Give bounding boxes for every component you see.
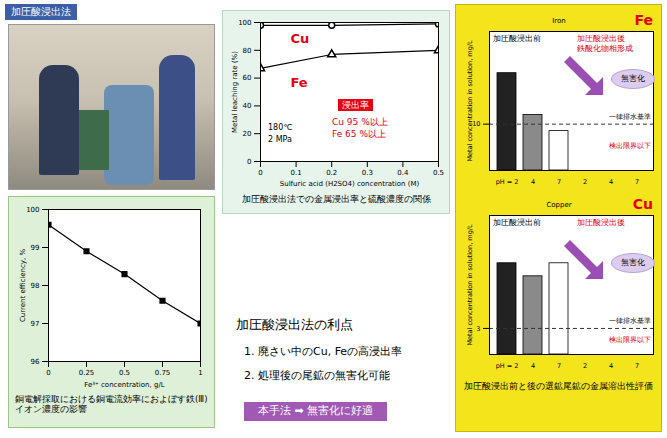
svg-text:100: 100 [26, 206, 39, 214]
svg-text:4: 4 [609, 362, 613, 370]
svg-text:0.75: 0.75 [155, 369, 171, 377]
html-text:Copper: Copper [546, 201, 572, 209]
svg-text:pH = 2: pH = 2 [496, 178, 519, 186]
html-text:加圧酸浸出後: 加圧酸浸出後 [577, 218, 625, 227]
html-text:Iron: Iron [552, 17, 566, 25]
svg-text:20: 20 [243, 130, 252, 138]
svg-text:Metal concentration in solutio: Metal concentration in solution, mg/L [466, 40, 474, 162]
svg-text:0.1: 0.1 [291, 169, 302, 177]
svg-text:Fe: Fe [291, 75, 308, 90]
html-text:鉄酸化物相形成: 鉄酸化物相形成 [577, 44, 633, 53]
svg-text:97: 97 [31, 320, 40, 328]
svg-text:0: 0 [258, 169, 262, 177]
html-text:一律排水基準: 一律排水基準 [609, 316, 651, 325]
html-text:加圧酸浸出法での金属浸出率と硫酸濃度の関係: 加圧酸浸出法での金属浸出率と硫酸濃度の関係 [241, 194, 431, 204]
svg-text:2: 2 [583, 178, 587, 186]
svg-text:Current efficiency, %: Current efficiency, % [19, 249, 27, 323]
html-text:無害化: 無害化 [621, 74, 645, 84]
svg-text:60: 60 [243, 74, 252, 82]
html-text:本手法 ➡ 無害化に好適: 本手法 ➡ 無害化に好適 [258, 404, 374, 417]
svg-text:Metal leaching rate (%): Metal leaching rate (%) [231, 51, 239, 133]
html-text:浸出率: 浸出率 [342, 100, 369, 110]
html-text:無害化: 無害化 [621, 258, 645, 268]
html-text:2. 処理後の尾鉱の無害化可能: 2. 処理後の尾鉱の無害化可能 [244, 369, 390, 382]
svg-text:99: 99 [31, 244, 40, 252]
svg-text:1: 1 [198, 369, 202, 377]
svg-text:0.5: 0.5 [119, 369, 130, 377]
svg-text:4: 4 [609, 178, 613, 186]
svg-text:4: 4 [531, 178, 535, 186]
svg-text:7: 7 [635, 178, 639, 186]
svg-text:0.2: 0.2 [326, 169, 337, 177]
svg-text:7: 7 [557, 362, 561, 370]
svg-text:Metal concentration in solutio: Metal concentration in solution, mg/L [466, 224, 474, 346]
html-text:1. 廃さい中のCu, Feの高浸出率: 1. 廃さい中のCu, Feの高浸出率 [244, 345, 403, 358]
html-text:銅電解採取における銅電流効率におよぼす鉄(Ⅲ)イオン濃度の影: 銅電解採取における銅電流効率におよぼす鉄(Ⅲ)イオン濃度の影響 [15, 394, 208, 414]
svg-text:7: 7 [557, 178, 561, 186]
svg-text:98: 98 [31, 282, 40, 290]
html-text:180℃: 180℃ [268, 123, 293, 132]
html-text:一律排水基準: 一律排水基準 [609, 112, 651, 121]
html-text:Cu 95 %以上: Cu 95 %以上 [332, 117, 388, 127]
html-text:Cu: Cu [632, 196, 653, 212]
svg-text:2: 2 [583, 362, 587, 370]
svg-text:Fe³⁺ concentration, g/L: Fe³⁺ concentration, g/L [84, 381, 164, 389]
svg-text:0.4: 0.4 [397, 169, 409, 177]
svg-text:0.3: 0.3 [362, 169, 373, 177]
html-text:検出限界以下: 検出限界以下 [609, 336, 651, 344]
html-text:加圧酸浸出法の利点: 加圧酸浸出法の利点 [236, 317, 353, 332]
html-text:加圧酸浸出前: 加圧酸浸出前 [493, 34, 541, 43]
html-text:Fe: Fe [634, 12, 653, 28]
svg-text:3: 3 [476, 325, 480, 333]
html-text:加圧酸浸出法: 加圧酸浸出法 [11, 6, 71, 17]
html-text:加圧酸浸出前: 加圧酸浸出前 [493, 218, 541, 227]
svg-text:4: 4 [531, 362, 535, 370]
html-text:検出限界以下: 検出限界以下 [609, 141, 651, 150]
svg-text:7: 7 [635, 362, 639, 370]
svg-text:0.5: 0.5 [433, 169, 444, 177]
svg-text:10: 10 [472, 120, 481, 129]
html-text:加圧酸浸出後: 加圧酸浸出後 [577, 34, 625, 43]
svg-text:96: 96 [31, 358, 40, 366]
svg-text:Cu: Cu [291, 31, 310, 46]
svg-text:40: 40 [243, 102, 252, 110]
svg-text:0.25: 0.25 [79, 369, 95, 377]
svg-text:0: 0 [46, 369, 50, 377]
svg-text:pH = 2: pH = 2 [496, 362, 519, 370]
html-text:Fe 65 %以上: Fe 65 %以上 [332, 129, 386, 139]
svg-text:Sulfuric acid (H2SO4) concentr: Sulfuric acid (H2SO4) concentration (M) [280, 180, 420, 188]
svg-text:0: 0 [247, 158, 251, 166]
html-text:2 MPa: 2 MPa [268, 135, 292, 144]
html-text:加圧酸浸出前と後の選鉱尾鉱の金属溶出性評価: 加圧酸浸出前と後の選鉱尾鉱の金属溶出性評価 [464, 381, 653, 391]
svg-text:100: 100 [238, 19, 251, 27]
svg-text:80: 80 [243, 47, 252, 55]
